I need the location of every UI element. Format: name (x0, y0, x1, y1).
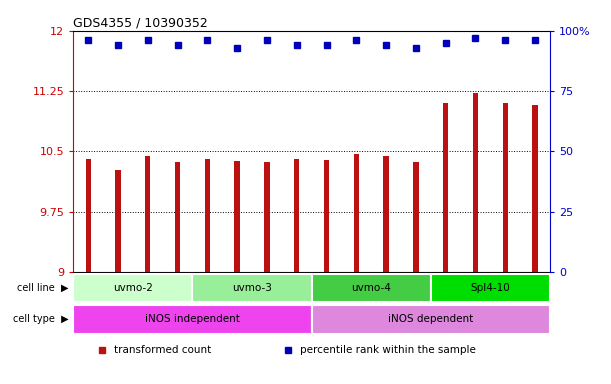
Bar (192, 273, 312, 302)
Bar (502, 103, 508, 272)
Bar (175, 162, 180, 272)
Text: GDS4355 / 10390352: GDS4355 / 10390352 (73, 17, 208, 30)
Bar (324, 160, 329, 272)
Text: uvmo-2: uvmo-2 (113, 283, 153, 293)
Bar (115, 170, 121, 272)
Text: uvmo-3: uvmo-3 (232, 283, 272, 293)
Bar (431, 273, 550, 302)
Text: Spl4-10: Spl4-10 (470, 283, 510, 293)
Bar (73, 305, 312, 334)
Text: percentile rank within the sample: percentile rank within the sample (300, 345, 475, 355)
Bar (264, 162, 269, 272)
Text: iNOS independent: iNOS independent (145, 314, 240, 324)
Bar (294, 159, 299, 272)
Bar (532, 105, 538, 272)
Text: uvmo-4: uvmo-4 (351, 283, 391, 293)
Bar (383, 156, 389, 272)
Bar (473, 93, 478, 272)
Text: iNOS dependent: iNOS dependent (388, 314, 474, 324)
Bar (312, 273, 431, 302)
Bar (354, 154, 359, 272)
Bar (73, 273, 192, 302)
Bar (205, 159, 210, 272)
Text: cell type  ▶: cell type ▶ (13, 314, 68, 324)
Bar (86, 159, 91, 272)
Bar (235, 161, 240, 272)
Bar (145, 156, 150, 272)
Bar (443, 103, 448, 272)
Text: cell line  ▶: cell line ▶ (17, 283, 68, 293)
Text: transformed count: transformed count (114, 345, 211, 355)
Bar (413, 162, 419, 272)
Bar (312, 305, 550, 334)
